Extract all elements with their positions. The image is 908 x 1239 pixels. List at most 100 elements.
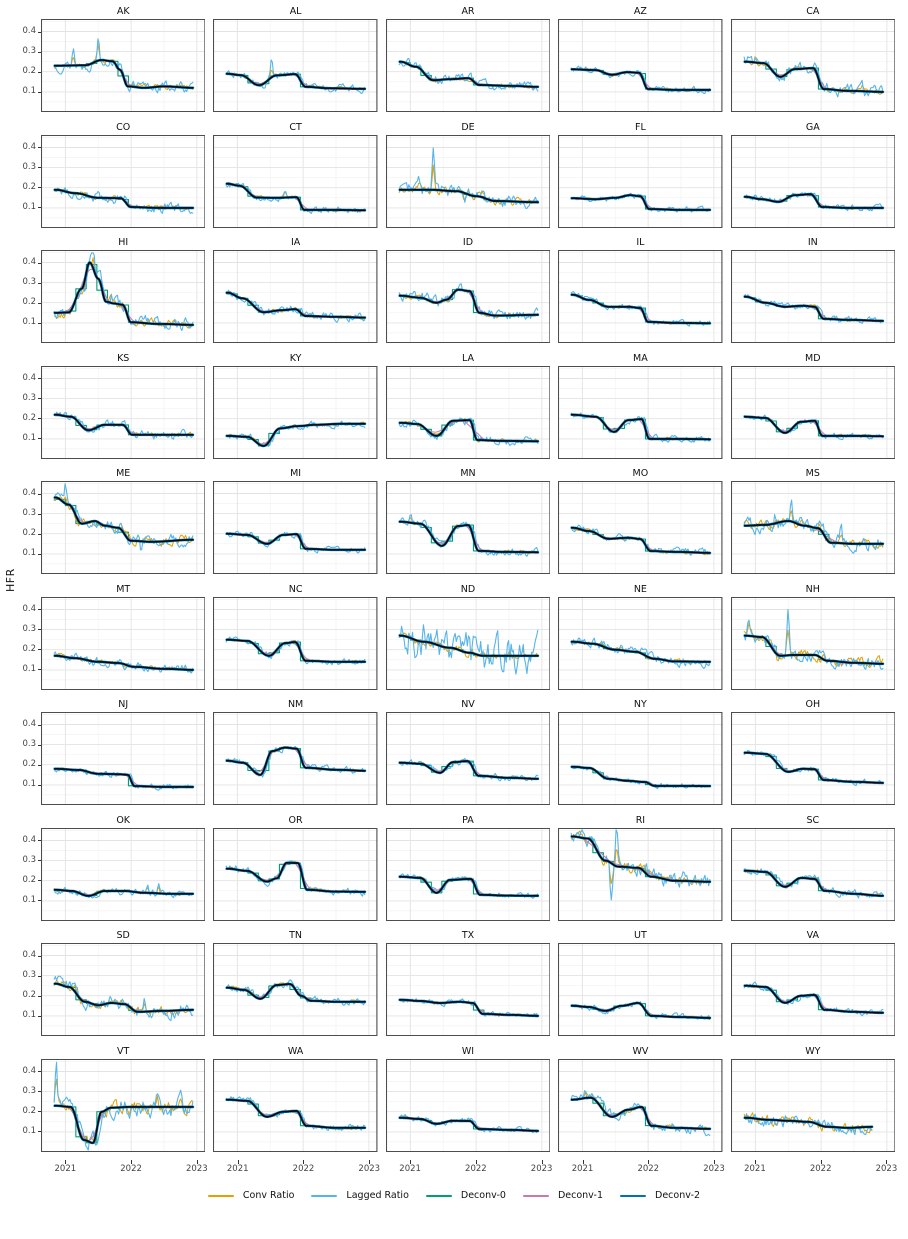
- trend-line: [227, 183, 365, 210]
- legend-item-conv-ratio: Conv Ratio: [207, 1190, 294, 1201]
- y-tick-label: 0.1: [22, 201, 36, 212]
- trend-line: [744, 753, 882, 783]
- facet-title: RI: [635, 814, 646, 826]
- panel-border: [214, 135, 377, 227]
- y-tick-label: 0.3: [22, 277, 36, 288]
- y-tick-mark: [37, 975, 41, 977]
- y-tick-mark: [37, 1131, 41, 1133]
- panel-border: [559, 366, 722, 458]
- facet-MO: MO: [558, 467, 723, 574]
- panel-border: [386, 251, 549, 343]
- y-tick-mark: [37, 438, 41, 440]
- y-tick-mark: [37, 31, 41, 33]
- facet-title: VA: [806, 930, 819, 941]
- y-tick-mark: [37, 900, 41, 902]
- facet-panel: [213, 481, 378, 574]
- facet-title: AL: [289, 6, 302, 17]
- y-tick-label: 0.1: [22, 432, 36, 443]
- facet-WY: WY: [730, 1045, 895, 1152]
- y-tick-label: 0.4: [22, 1065, 36, 1076]
- panel-border: [214, 828, 377, 920]
- facet-OK: OK 0.4 0.3 0.2 0.1: [22, 814, 206, 921]
- facet-panel: [213, 596, 378, 690]
- trend-line: [572, 195, 710, 210]
- facet-panel: [730, 250, 895, 343]
- facet-title: TN: [289, 930, 303, 941]
- x-tick-label: 2021: [399, 1164, 421, 1174]
- trend-line: [572, 1003, 710, 1018]
- trend-line: [744, 635, 882, 663]
- x-tick-mark: [886, 1160, 888, 1164]
- facet-FL: FL: [558, 121, 723, 228]
- panel-background: [558, 1058, 723, 1152]
- panel-border: [731, 482, 894, 574]
- minor-gridlines: [41, 481, 205, 574]
- y-tick-label: 0.4: [22, 372, 36, 383]
- y-tick-label: 0.3: [22, 161, 36, 172]
- trend-line: [227, 748, 365, 775]
- x-tick-mark: [410, 1160, 412, 1164]
- y-tick-label: 0.1: [22, 317, 36, 328]
- panel-border: [559, 597, 722, 689]
- facet-title: NM: [287, 699, 304, 710]
- major-gridlines: [558, 481, 722, 574]
- trend-line: [400, 635, 538, 655]
- facet-AR: AR: [385, 5, 551, 112]
- panel-border: [41, 366, 204, 458]
- facet-ID: ID: [385, 236, 551, 343]
- panel-border: [731, 597, 894, 689]
- trend-line: [744, 416, 882, 436]
- facet-NC: NC: [213, 583, 378, 690]
- facet-title: MA: [633, 352, 648, 364]
- facet-title: MI: [290, 468, 302, 479]
- y-tick-label: 0.3: [22, 508, 36, 519]
- panel-border: [386, 366, 549, 458]
- trend-line: [572, 836, 710, 881]
- facet-panel: [41, 481, 206, 574]
- minor-gridlines: [558, 943, 722, 1036]
- y-tick-label: 0.1: [22, 86, 36, 97]
- facet-panel: [730, 365, 895, 459]
- facet-panel: [41, 1058, 206, 1152]
- y-tick-label: 0.3: [22, 1085, 36, 1096]
- trend-line: [744, 521, 882, 544]
- facet-panel: [385, 1058, 551, 1152]
- y-tick-label: 0.1: [22, 663, 36, 674]
- y-tick-mark: [37, 724, 41, 726]
- facet-panel: [213, 19, 378, 112]
- panel-border: [731, 944, 894, 1036]
- trend-line: [744, 986, 882, 1013]
- facet-panel: [558, 712, 723, 805]
- trend-line: [400, 876, 538, 895]
- lagged-ratio-line: [571, 829, 710, 899]
- facet-title: NE: [633, 583, 647, 595]
- legend-line-swatch: [425, 1194, 452, 1197]
- y-tick-mark: [37, 533, 41, 535]
- x-tick-label: 2021: [744, 1164, 766, 1174]
- facet-TN: TN: [213, 929, 378, 1036]
- facet-MT: MT 0.4 0.3 0.2 0.1: [22, 583, 206, 690]
- trend-line: [400, 1000, 538, 1016]
- panel-border: [214, 20, 377, 112]
- facet-title: MT: [116, 583, 131, 595]
- facet-title: MO: [632, 468, 649, 479]
- panel-background: [41, 943, 206, 1036]
- y-tick-mark: [37, 418, 41, 420]
- panel-border: [41, 20, 204, 112]
- minor-gridlines: [41, 250, 205, 343]
- facet-title: UT: [634, 930, 647, 941]
- y-tick-mark: [37, 262, 41, 264]
- panel-background: [41, 827, 206, 921]
- facet-title: DE: [461, 121, 475, 133]
- facet-panel: [213, 943, 378, 1036]
- facet-title: OR: [288, 814, 303, 826]
- panel-background: [385, 712, 551, 805]
- y-tick-mark: [37, 398, 41, 400]
- x-axis: 2021 2022 2023: [731, 1160, 897, 1176]
- minor-gridlines: [731, 943, 895, 1036]
- facet-title: MN: [460, 468, 476, 479]
- panel-background: [558, 943, 723, 1036]
- trend-line: [572, 295, 710, 324]
- panel-background: [213, 19, 378, 112]
- minor-gridlines: [558, 828, 722, 921]
